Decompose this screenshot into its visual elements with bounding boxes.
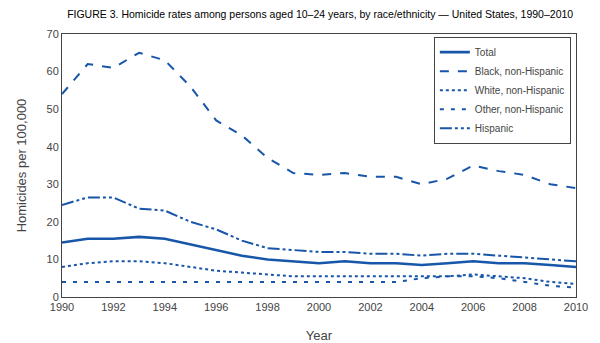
svg-text:40: 40	[47, 141, 59, 153]
svg-text:2004: 2004	[410, 301, 434, 313]
svg-text:60: 60	[47, 65, 59, 77]
svg-text:Other, non-Hispanic: Other, non-Hispanic	[475, 104, 563, 115]
svg-text:30: 30	[47, 178, 59, 190]
svg-text:2000: 2000	[307, 301, 331, 313]
svg-text:1990: 1990	[50, 301, 74, 313]
svg-text:Black, non-Hispanic: Black, non-Hispanic	[475, 66, 563, 77]
svg-text:0: 0	[53, 291, 59, 303]
svg-text:2002: 2002	[358, 301, 382, 313]
svg-text:10: 10	[47, 253, 59, 265]
svg-text:1994: 1994	[153, 301, 177, 313]
svg-text:FIGURE 3. Homicide rates among: FIGURE 3. Homicide rates among persons a…	[67, 8, 573, 20]
svg-text:Hispanic: Hispanic	[475, 123, 513, 134]
svg-text:2010: 2010	[564, 301, 588, 313]
svg-text:Total: Total	[475, 47, 496, 58]
svg-text:1992: 1992	[101, 301, 125, 313]
svg-text:White, non-Hispanic: White, non-Hispanic	[475, 85, 564, 96]
svg-text:Homicides per 100,000: Homicides per 100,000	[14, 99, 29, 233]
svg-text:70: 70	[47, 28, 59, 40]
svg-text:50: 50	[47, 103, 59, 115]
svg-text:Year: Year	[306, 328, 333, 343]
svg-text:1998: 1998	[255, 301, 279, 313]
svg-text:2006: 2006	[461, 301, 485, 313]
svg-text:2008: 2008	[512, 301, 536, 313]
svg-text:20: 20	[47, 216, 59, 228]
svg-text:1996: 1996	[204, 301, 228, 313]
